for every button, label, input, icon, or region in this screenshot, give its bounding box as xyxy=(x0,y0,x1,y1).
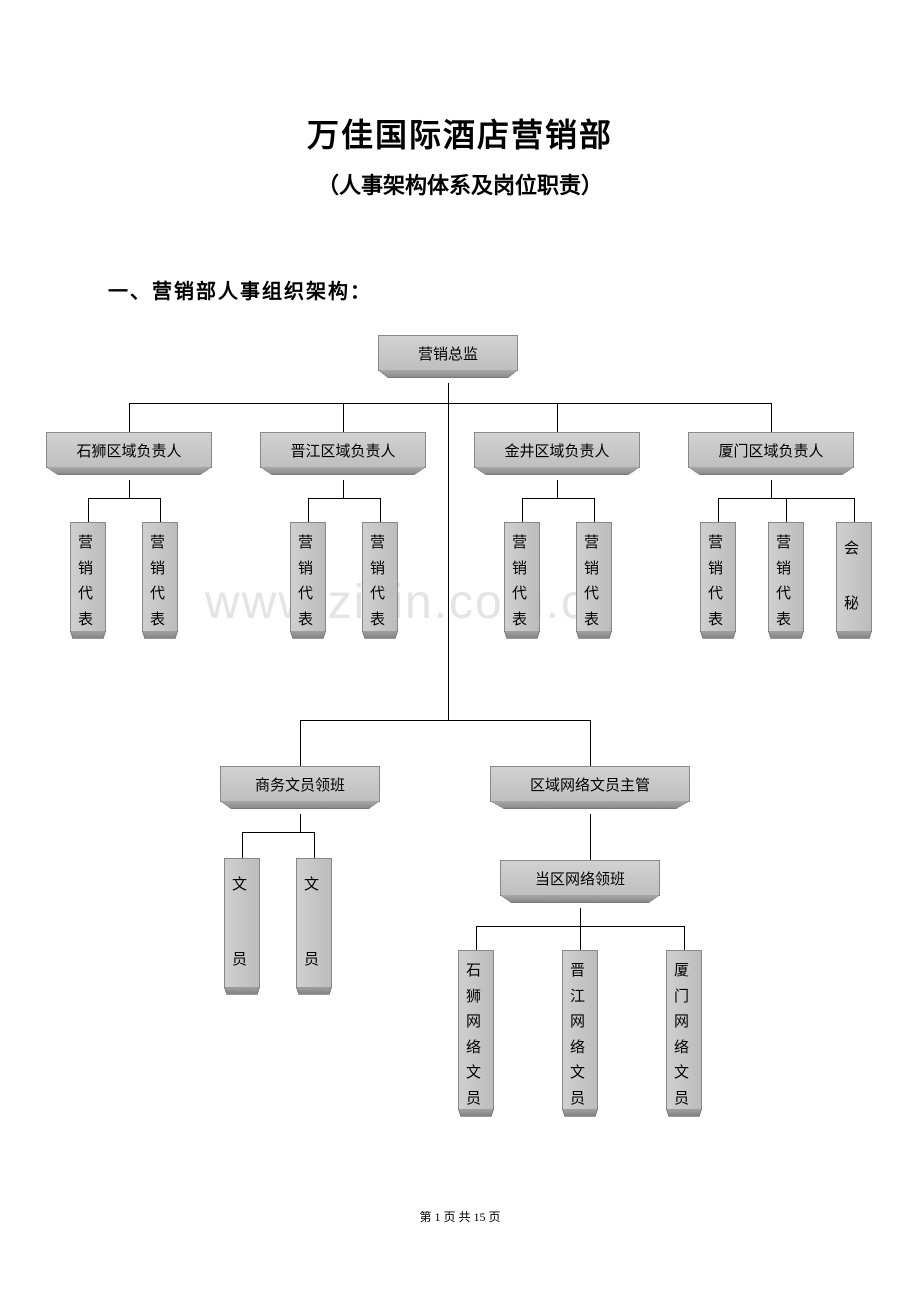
connector-line xyxy=(594,498,595,522)
connector-line xyxy=(771,480,772,498)
node-rep-2: 营销代表 xyxy=(290,522,326,632)
connector-line xyxy=(557,480,558,498)
node-sub-left-head: 商务文员领班 xyxy=(220,766,380,802)
connector-line xyxy=(314,832,315,858)
connector-line xyxy=(522,498,523,522)
node-rep-6: 营销代表 xyxy=(700,522,736,632)
page-footer: 第 1 页 共 15 页 xyxy=(0,1208,920,1225)
node-sub-right-leaf-2: 厦门网络文员 xyxy=(666,950,702,1110)
connector-line xyxy=(786,498,787,522)
connector-line xyxy=(580,908,581,926)
connector-line xyxy=(300,814,301,832)
node-rep-5: 营销代表 xyxy=(576,522,612,632)
connector-line xyxy=(160,498,161,522)
node-rep-4: 营销代表 xyxy=(504,522,540,632)
connector-line xyxy=(343,480,344,498)
connector-line xyxy=(343,403,344,432)
watermark: www.zixin.com.cn xyxy=(205,575,616,630)
connector-line xyxy=(242,832,243,858)
connector-line xyxy=(242,832,314,833)
connector-line xyxy=(308,498,309,522)
connector-line xyxy=(88,498,89,522)
connector-line xyxy=(771,403,772,432)
connector-line xyxy=(476,926,477,950)
connector-line xyxy=(448,383,449,403)
page-subtitle: （人事架构体系及岗位职责） xyxy=(0,168,920,200)
node-sub-right-leaf-1: 晋江网络文员 xyxy=(562,950,598,1110)
node-rep-1: 营销代表 xyxy=(142,522,178,632)
connector-line xyxy=(129,403,771,404)
connector-line xyxy=(300,720,301,766)
connector-line xyxy=(300,720,590,721)
node-root: 营销总监 xyxy=(378,335,518,371)
connector-line xyxy=(522,498,594,499)
connector-line xyxy=(448,403,449,720)
node-sub-right-leaf-0: 石狮网络文员 xyxy=(458,950,494,1110)
connector-line xyxy=(684,926,685,950)
connector-line xyxy=(580,926,581,950)
node-rep-3: 营销代表 xyxy=(362,522,398,632)
node-region-2: 金井区域负责人 xyxy=(474,432,640,468)
node-sub-right-mid: 当区网络领班 xyxy=(500,860,660,896)
node-region-0: 石狮区域负责人 xyxy=(46,432,212,468)
connector-line xyxy=(557,403,558,432)
node-sub-left-leaf-0: 文员 xyxy=(224,858,260,988)
node-sub-left-leaf-1: 文员 xyxy=(296,858,332,988)
connector-line xyxy=(854,498,855,522)
connector-line xyxy=(380,498,381,522)
node-region-1: 晋江区域负责人 xyxy=(260,432,426,468)
connector-line xyxy=(88,498,160,499)
node-rep-0: 营销代表 xyxy=(70,522,106,632)
node-rep-8: 会秘 xyxy=(836,522,872,632)
connector-line xyxy=(308,498,380,499)
connector-line xyxy=(129,403,130,432)
connector-line xyxy=(718,498,719,522)
node-sub-right-head: 区域网络文员主管 xyxy=(490,766,690,802)
connector-line xyxy=(590,814,591,860)
page-title: 万佳国际酒店营销部 xyxy=(0,110,920,156)
connector-line xyxy=(129,480,130,498)
node-region-3: 厦门区域负责人 xyxy=(688,432,854,468)
section-heading: 一、营销部人事组织架构： xyxy=(108,275,372,304)
connector-line xyxy=(590,720,591,766)
node-rep-7: 营销代表 xyxy=(768,522,804,632)
